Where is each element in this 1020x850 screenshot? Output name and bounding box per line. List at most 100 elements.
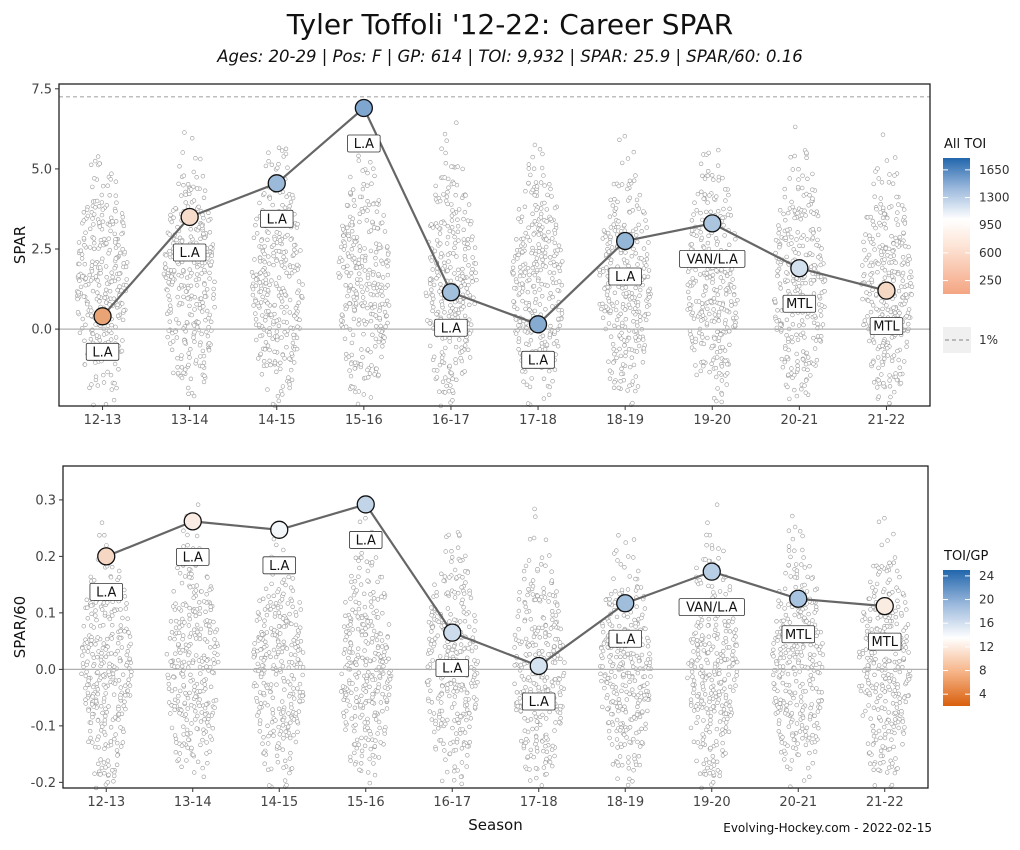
league-point xyxy=(775,268,780,274)
league-point xyxy=(543,760,548,765)
league-point xyxy=(899,284,904,289)
league-point xyxy=(360,295,366,300)
league-point xyxy=(103,765,108,770)
league-point xyxy=(905,262,911,267)
league-point xyxy=(876,394,881,399)
league-point xyxy=(177,625,182,630)
league-point xyxy=(525,718,530,723)
league-point xyxy=(710,357,716,363)
league-point xyxy=(698,318,704,323)
league-point xyxy=(202,267,207,273)
league-point xyxy=(352,255,357,261)
league-point xyxy=(295,221,300,227)
league-point xyxy=(350,607,355,612)
league-point xyxy=(516,216,521,221)
league-point xyxy=(470,279,475,284)
league-point xyxy=(884,158,890,163)
league-point xyxy=(189,312,195,318)
league-point xyxy=(178,688,183,694)
league-point xyxy=(867,338,872,344)
league-point xyxy=(89,611,94,616)
league-point xyxy=(629,254,634,259)
league-point xyxy=(618,353,624,359)
league-point xyxy=(207,230,213,235)
league-point xyxy=(521,379,526,384)
league-point xyxy=(208,604,213,609)
league-point xyxy=(84,669,89,674)
league-point xyxy=(774,319,779,324)
league-point xyxy=(892,173,897,178)
league-point xyxy=(97,338,103,343)
league-point xyxy=(294,613,299,618)
league-point xyxy=(193,717,198,722)
league-point xyxy=(97,265,103,270)
league-point xyxy=(897,234,903,240)
league-point xyxy=(544,207,549,212)
league-point xyxy=(121,261,126,266)
league-point xyxy=(359,735,364,741)
league-point xyxy=(198,236,203,242)
league-point xyxy=(877,244,882,250)
league-point xyxy=(167,319,173,324)
league-point xyxy=(93,642,98,647)
league-point xyxy=(511,299,516,304)
league-point xyxy=(272,302,277,308)
league-point xyxy=(531,535,537,541)
league-point xyxy=(343,637,348,643)
league-point xyxy=(467,624,472,629)
league-point xyxy=(633,388,638,394)
league-point xyxy=(792,387,797,393)
league-point xyxy=(629,355,634,360)
league-point xyxy=(816,294,822,299)
league-point xyxy=(197,636,203,642)
league-point xyxy=(87,226,93,232)
league-point xyxy=(461,227,466,233)
league-point xyxy=(468,716,474,721)
league-point xyxy=(630,400,635,406)
league-point xyxy=(640,337,646,342)
league-point xyxy=(93,360,98,365)
league-point xyxy=(548,216,553,222)
league-point xyxy=(201,774,207,779)
league-point xyxy=(457,337,462,342)
league-point xyxy=(891,305,896,310)
league-point xyxy=(727,342,732,347)
league-point xyxy=(200,737,205,743)
league-point xyxy=(262,761,267,766)
league-point xyxy=(370,332,375,337)
league-point xyxy=(118,607,123,612)
league-point xyxy=(360,209,366,214)
league-point xyxy=(78,248,84,253)
league-point xyxy=(894,377,900,383)
league-point xyxy=(348,754,353,760)
league-point xyxy=(711,177,716,182)
league-point xyxy=(364,218,369,223)
league-point xyxy=(528,617,533,622)
league-point xyxy=(187,267,192,272)
league-point xyxy=(93,699,99,704)
league-point xyxy=(636,343,642,349)
league-point xyxy=(375,689,380,694)
league-point xyxy=(176,658,181,663)
league-point xyxy=(523,685,528,690)
league-point xyxy=(259,372,265,377)
league-point xyxy=(879,180,885,185)
league-point xyxy=(340,258,345,263)
league-point xyxy=(543,623,549,628)
league-point xyxy=(174,317,179,322)
league-point xyxy=(623,317,628,322)
league-point xyxy=(552,205,558,211)
league-point xyxy=(871,360,876,365)
league-point xyxy=(722,321,728,326)
league-point xyxy=(385,264,390,269)
league-point xyxy=(635,303,641,308)
league-point xyxy=(254,699,260,704)
league-point xyxy=(181,659,187,665)
league-point xyxy=(522,715,527,721)
league-point xyxy=(468,222,473,227)
league-point xyxy=(686,296,692,301)
league-point xyxy=(104,636,110,642)
league-point xyxy=(381,213,386,218)
league-point xyxy=(261,735,266,740)
league-point xyxy=(344,324,349,329)
